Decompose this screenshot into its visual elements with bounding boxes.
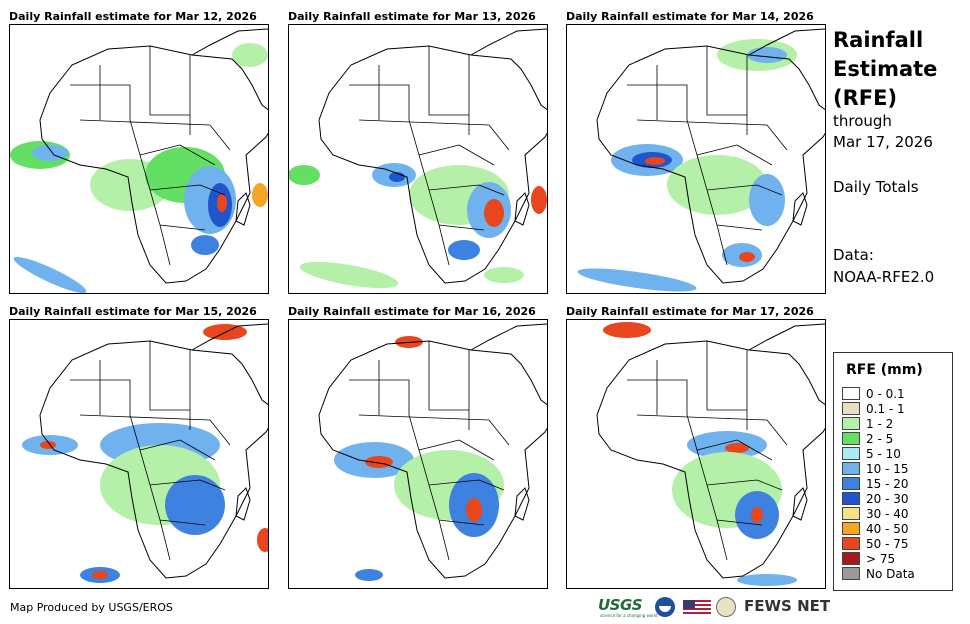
legend-swatch [842, 387, 860, 400]
legend-item: 0 - 0.1 [842, 387, 905, 402]
legend-swatch [842, 447, 860, 460]
panel-title: Daily Rainfall estimate for Mar 15, 2026 [9, 305, 257, 318]
legend-label: 50 - 75 [866, 537, 909, 551]
rainfall-map [9, 24, 269, 294]
usgs-tagline: science for a changing world [600, 613, 658, 618]
legend-label: 0 - 0.1 [866, 387, 905, 401]
legend-item: 1 - 2 [842, 417, 893, 432]
legend-label: 40 - 50 [866, 522, 909, 536]
side-title: Rainfall Estimate (RFE) [833, 26, 937, 113]
legend-item: > 75 [842, 552, 895, 567]
legend-label: 0.1 - 1 [866, 402, 905, 416]
legend-label: > 75 [866, 552, 896, 566]
fews-net-logo: FEWS NET [744, 597, 831, 615]
legend-swatch [842, 507, 860, 520]
legend-swatch [842, 537, 860, 550]
legend-item: 5 - 10 [842, 447, 901, 462]
totals-label: Daily Totals [833, 178, 919, 196]
legend-label: 1 - 2 [866, 417, 894, 431]
legend-label: 10 - 15 [866, 462, 909, 476]
legend-swatch [842, 522, 860, 535]
rainfall-map [566, 24, 826, 294]
legend-swatch [842, 462, 860, 475]
usgs-logo: USGS [598, 596, 643, 614]
panel-title: Daily Rainfall estimate for Mar 17, 2026 [566, 305, 814, 318]
data-label: Data: [833, 246, 874, 264]
noaa-logo-icon [655, 597, 675, 617]
legend-swatch [842, 432, 860, 445]
legend-item: 2 - 5 [842, 432, 893, 447]
legend-label: No Data [866, 567, 915, 581]
side-title-line-1: Rainfall [833, 28, 924, 52]
legend-item: 50 - 75 [842, 537, 909, 552]
rainfall-map [9, 319, 269, 589]
legend-item: No Data [842, 567, 915, 582]
rainfall-map [288, 24, 548, 294]
legend-label: 30 - 40 [866, 507, 909, 521]
legend-swatch [842, 567, 860, 580]
panel-title: Daily Rainfall estimate for Mar 16, 2026 [288, 305, 536, 318]
legend-item: 20 - 30 [842, 492, 909, 507]
legend-swatch [842, 552, 860, 565]
panel-title: Daily Rainfall estimate for Mar 14, 2026 [566, 10, 814, 23]
legend-swatch [842, 492, 860, 505]
legend-label: 15 - 20 [866, 477, 909, 491]
side-title-line-2: Estimate [833, 57, 938, 81]
legend-label: 20 - 30 [866, 492, 909, 506]
state-department-seal-icon [716, 597, 736, 617]
side-title-line-3: (RFE) [833, 86, 898, 110]
legend-swatch [842, 402, 860, 415]
map-credit: Map Produced by USGS/EROS [10, 601, 173, 614]
through-label: through [833, 112, 892, 130]
legend-swatch [842, 417, 860, 430]
legend-label: 5 - 10 [866, 447, 901, 461]
panel-title: Daily Rainfall estimate for Mar 13, 2026 [288, 10, 536, 23]
rainfall-map [566, 319, 826, 589]
us-flag-icon [683, 600, 711, 616]
panel-title: Daily Rainfall estimate for Mar 12, 2026 [9, 10, 257, 23]
legend-item: 0.1 - 1 [842, 402, 905, 417]
legend-swatch [842, 477, 860, 490]
legend-label: 2 - 5 [866, 432, 894, 446]
legend-title: RFE (mm) [846, 362, 923, 378]
data-source: NOAA-RFE2.0 [833, 268, 935, 286]
legend-item: 10 - 15 [842, 462, 909, 477]
legend-item: 40 - 50 [842, 522, 909, 537]
legend-item: 15 - 20 [842, 477, 909, 492]
legend-item: 30 - 40 [842, 507, 909, 522]
through-date: Mar 17, 2026 [833, 133, 933, 151]
rainfall-map [288, 319, 548, 589]
